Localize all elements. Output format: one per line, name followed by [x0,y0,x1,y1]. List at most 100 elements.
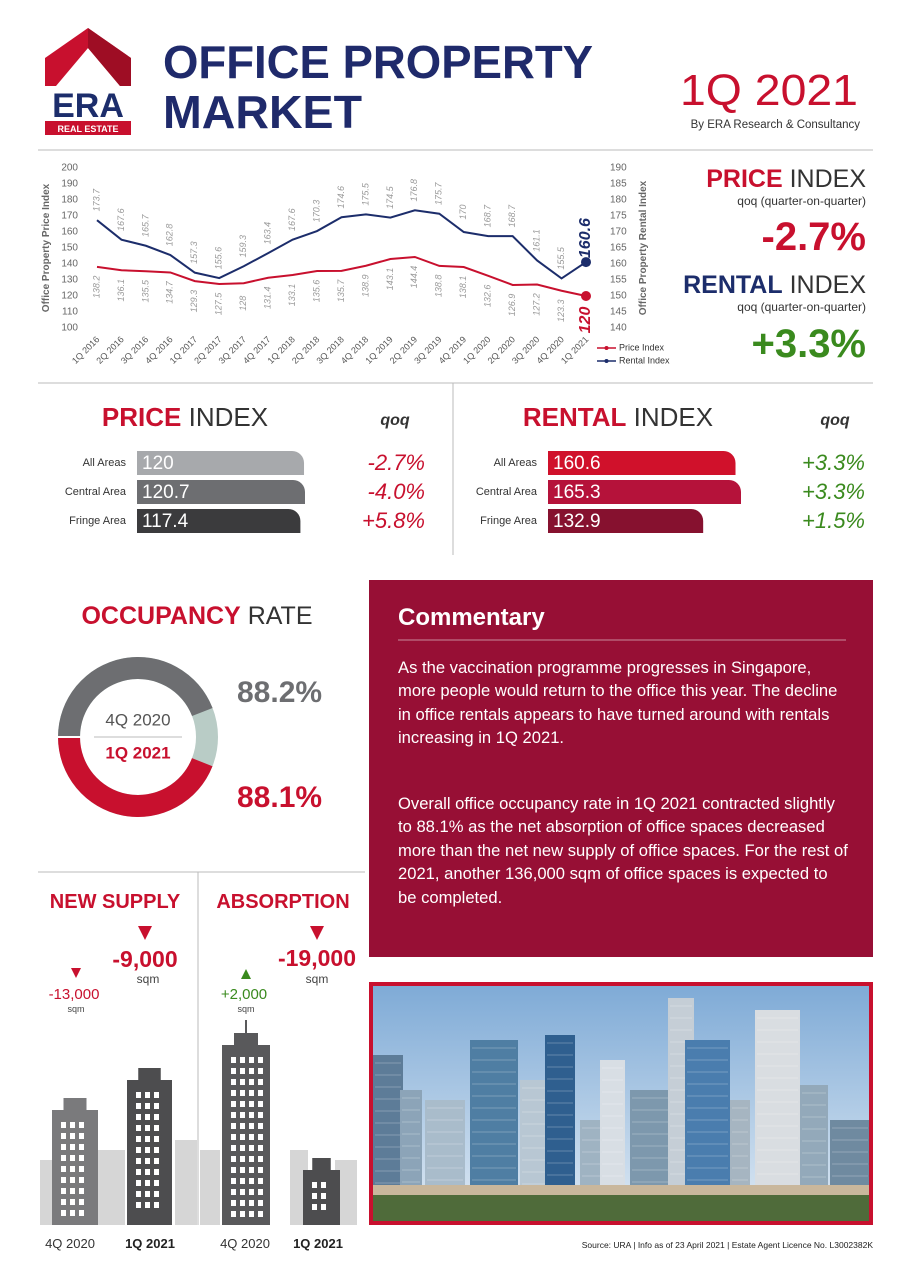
window [231,1145,236,1151]
window [61,1210,66,1216]
qoq-value: -4.0% [368,479,425,504]
y-tick-label: 160 [61,227,78,238]
window [249,1211,254,1217]
absorption-value: -19,000 [278,945,356,971]
window [249,1079,254,1085]
window [70,1210,75,1216]
window [70,1177,75,1183]
window [70,1199,75,1205]
data-label: 160.6 [577,218,594,258]
window [70,1166,75,1172]
y-tick-label: 120 [61,291,78,302]
window [79,1122,84,1128]
supply-value: -13,000 [49,986,100,1003]
data-label: 128 [238,296,248,311]
window [145,1147,150,1153]
data-label: 138.2 [91,276,101,299]
category-label: All Areas [83,457,127,469]
data-label: 135.7 [336,279,346,303]
window [79,1188,84,1194]
data-label: 162.8 [165,224,175,247]
window [240,1211,245,1217]
photo-trees [373,1195,869,1221]
window [249,1189,254,1195]
period-label: 1Q 2021 [293,1236,343,1251]
window [321,1204,326,1210]
skyline-illustration [40,1020,357,1225]
data-label: 161.1 [531,229,541,252]
legend-label: Rental Index [619,355,670,365]
panel-title: RENTAL INDEX [523,402,713,432]
window [258,1079,263,1085]
window [231,1167,236,1173]
data-label: 132.6 [483,285,493,308]
window [154,1125,159,1131]
window [61,1144,66,1150]
down-arrow [310,926,324,940]
window [321,1182,326,1188]
qoq-header: qoq [380,412,410,429]
window [145,1169,150,1175]
qoq-value: +3.3% [802,479,865,504]
logo-roof-inner [56,48,120,86]
window [249,1145,254,1151]
x-tick-label: 1Q 2021 [559,334,590,365]
data-label: 175.7 [434,182,444,206]
data-label: 163.4 [263,222,273,245]
data-label: 167.6 [287,208,297,231]
panel-title-light: RATE [248,602,313,630]
logo-subtext: REAL ESTATE [57,124,118,134]
window [61,1166,66,1172]
donut-label: 4Q 2020 [105,710,170,729]
unit: sqm [137,972,160,986]
window [258,1134,263,1140]
window [136,1180,141,1186]
window [231,1101,236,1107]
data-label: 157.3 [189,241,199,264]
data-label: 123.3 [556,299,566,322]
panel-title: PRICE INDEX [102,402,268,432]
building-top [234,1033,258,1045]
legend-dot [604,346,609,350]
y2-tick-label: 185 [610,179,627,190]
category-label: Central Area [476,486,538,498]
window [79,1199,84,1205]
window [61,1177,66,1183]
data-label: 176.8 [409,179,419,202]
end-marker [581,291,591,301]
panel-title: OCCUPANCY RATE [81,602,312,630]
category-label: Fringe Area [480,515,538,527]
y-tick-label: 180 [61,195,78,206]
window [79,1177,84,1183]
window [145,1191,150,1197]
window [231,1134,236,1140]
window [79,1133,84,1139]
down-arrow [138,926,152,940]
window [258,1145,263,1151]
logo-bar [45,121,131,135]
data-label: 165.7 [140,214,150,238]
window [154,1202,159,1208]
bar [137,480,305,504]
kpi-title-light: INDEX [790,271,867,299]
donut-value: 88.2% [237,676,322,709]
window [240,1200,245,1206]
window [249,1200,254,1206]
legend-label: Price Index [619,342,665,352]
data-label: 173.7 [91,188,101,212]
window [154,1114,159,1120]
window [249,1134,254,1140]
unit: sqm [306,972,329,986]
series-line [96,209,587,280]
y-tick-label: 100 [61,323,78,334]
window [154,1136,159,1142]
data-label: 131.4 [263,286,273,309]
window [240,1178,245,1184]
window [154,1169,159,1175]
y2-tick-label: 190 [610,163,627,174]
data-label: 175.5 [360,182,370,206]
window [249,1057,254,1063]
panel-title: NEW SUPPLY [50,891,181,913]
data-label: 136.1 [116,279,126,302]
window [61,1188,66,1194]
